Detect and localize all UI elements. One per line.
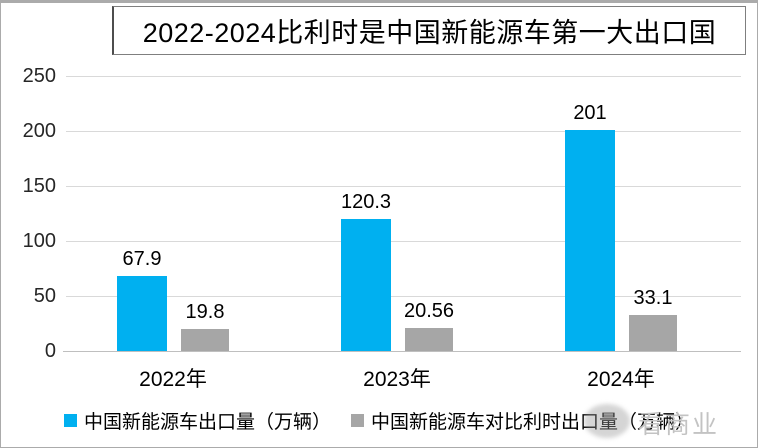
bar-gray-2024年 — [629, 315, 677, 351]
y-axis-tick-label: 0 — [44, 340, 56, 362]
chart-title: 2022-2024比利时是中国新能源车第一大出口国 — [142, 18, 717, 48]
bar-value-label: 20.56 — [403, 300, 455, 322]
bar-value-label: 201 — [573, 102, 607, 124]
legend-label: 中国新能源车对比利时出口量（万辆） — [371, 412, 695, 433]
legend-item: 中国新能源车对比利时出口量（万辆） — [351, 407, 694, 434]
gridline — [66, 76, 741, 77]
bar-gray-2023年 — [405, 328, 453, 351]
legend-swatch — [63, 414, 77, 427]
watermark-smudge — [584, 404, 630, 438]
legend-item: 中国新能源车出口量（万辆） — [63, 407, 331, 434]
y-axis-tick-label: 100 — [22, 230, 56, 252]
x-axis-category-label: 2024年 — [587, 368, 655, 391]
gridline — [66, 296, 741, 297]
bar-blue-2024年 — [565, 130, 615, 351]
bar-value-label: 120.3 — [340, 191, 392, 213]
y-axis-tick-label: 50 — [33, 285, 56, 307]
x-axis-line — [63, 351, 741, 352]
watermark-text: 看商业 — [638, 411, 720, 439]
legend: 中国新能源车出口量（万辆） 中国新能源车对比利时出口量（万辆） — [1, 407, 757, 434]
bar-blue-2022年 — [117, 276, 167, 351]
y-axis-tick-label: 150 — [22, 175, 56, 197]
legend-swatch — [351, 414, 364, 427]
y-axis-tick-label: 200 — [22, 120, 56, 142]
legend-label: 中国新能源车出口量（万辆） — [83, 412, 331, 433]
gridline — [66, 131, 741, 132]
x-axis-category-label: 2022年 — [139, 368, 207, 391]
bar-value-label: 67.9 — [122, 248, 162, 270]
bar-value-label: 19.8 — [185, 301, 225, 323]
gridline — [66, 186, 741, 187]
y-axis-tick-label: 250 — [22, 65, 56, 87]
bar-gray-2022年 — [181, 329, 229, 351]
chart-title-box: 2022-2024比利时是中国新能源车第一大出口国 — [112, 6, 746, 55]
x-axis-category-label: 2023年 — [363, 368, 431, 391]
bar-value-label: 33.1 — [633, 287, 673, 309]
bar-blue-2023年 — [341, 219, 391, 351]
gridline — [66, 241, 741, 242]
